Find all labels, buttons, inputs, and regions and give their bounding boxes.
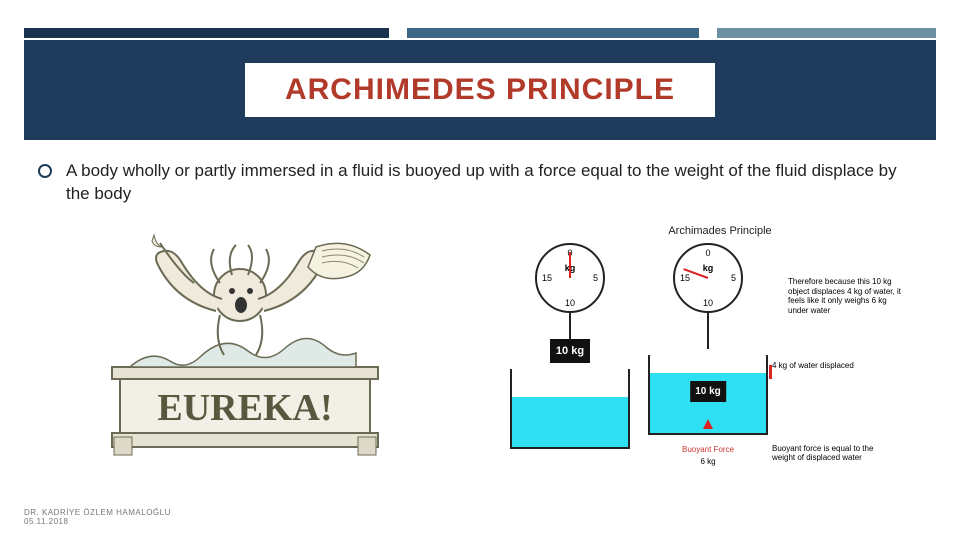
- accent-bar-3: [717, 28, 936, 38]
- object-water-label: 10 kg: [690, 381, 726, 402]
- bullet-icon: [38, 164, 52, 178]
- footer-author: DR. KADRİYE ÖZLEM HAMALOĞLU: [24, 508, 171, 517]
- panel-submerged: 0 5 10 15 kg 10 kg 4 kg of w: [648, 243, 768, 435]
- under-weight-label: 6 kg: [678, 458, 738, 467]
- accent-bar-2: [407, 28, 699, 38]
- footer-date: 05.11.2018: [24, 517, 171, 526]
- eureka-illustration: EUREKA!: [90, 225, 400, 465]
- spring-scale-water: 0 5 10 15 kg: [673, 243, 743, 313]
- slide-title: ARCHIMEDES PRINCIPLE: [245, 63, 715, 117]
- title-band: ARCHIMEDES PRINCIPLE: [24, 40, 936, 140]
- buoyant-arrow-icon: [703, 419, 713, 429]
- slide-footer: DR. KADRİYE ÖZLEM HAMALOĞLU 05.11.2018: [24, 508, 171, 526]
- principle-diagram: Archimades Principle 0 5 10 15 kg 10 kg: [510, 225, 930, 449]
- tank-water: 10 kg 4 kg of water displaced Buoyant Fo…: [648, 355, 768, 435]
- side-note: Therefore because this 10 kg object disp…: [788, 277, 908, 315]
- buoyancy-explain: Buoyant force is equal to the weight of …: [772, 444, 892, 463]
- eureka-banner-text: EUREKA!: [157, 387, 332, 429]
- displaced-label: 4 kg of water displaced: [772, 361, 892, 370]
- needle-air: [569, 252, 571, 278]
- spring-scale-air: 0 5 10 15 kg: [535, 243, 605, 313]
- header-accent-bars: [24, 28, 936, 38]
- panel-air: 0 5 10 15 kg 10 kg: [510, 243, 630, 449]
- tank-air: [510, 369, 630, 449]
- buoyant-force-label: Buoyant Force: [678, 446, 738, 455]
- water-air: [512, 397, 628, 447]
- accent-bar-1: [24, 28, 389, 38]
- bullet-item: A body wholly or partly immersed in a fl…: [38, 160, 922, 206]
- diagram-title: Archimades Principle: [510, 225, 930, 237]
- object-air-label: 10 kg: [550, 339, 590, 363]
- bullet-text: A body wholly or partly immersed in a fl…: [66, 160, 922, 206]
